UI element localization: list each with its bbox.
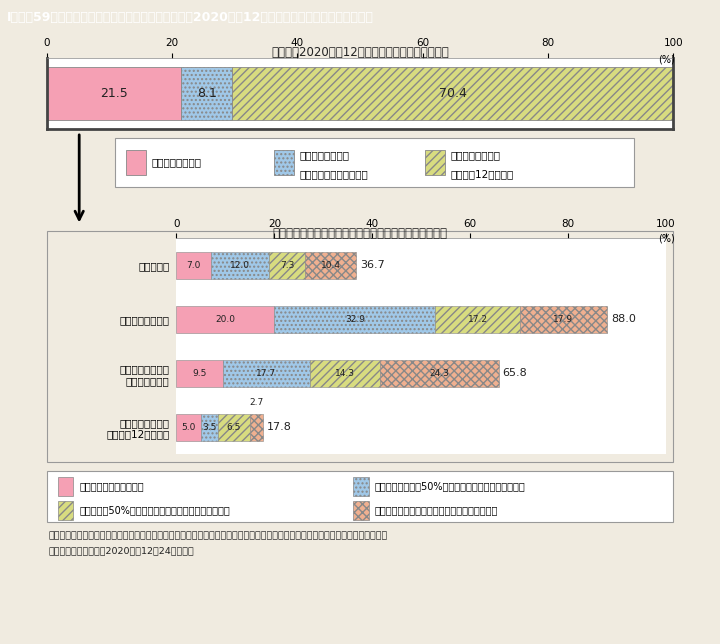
Bar (181, 67, 233, 120)
Text: 65.8: 65.8 (503, 368, 527, 378)
Text: （５月は実施していた）: （５月は実施していた） (300, 169, 368, 179)
Bar (176, 359, 223, 386)
Text: I－特－59図　今後のテレワーク実施希望（令和２（2020）年12月時点のテレワーク実施状況別）: I－特－59図 今後のテレワーク実施希望（令和２（2020）年12月時点のテレワ… (7, 11, 374, 24)
Text: 8.1: 8.1 (197, 87, 217, 100)
Text: 7.0: 7.0 (186, 261, 201, 270)
Bar (310, 359, 379, 386)
Text: (%): (%) (659, 233, 675, 243)
Text: 17.9: 17.9 (554, 315, 574, 324)
Text: 17.8: 17.8 (267, 422, 292, 432)
Bar (176, 306, 274, 333)
Text: 3.5: 3.5 (202, 422, 217, 431)
Text: 完全にテレワークを希望: 完全にテレワークを希望 (79, 482, 144, 491)
Text: 88.0: 88.0 (611, 314, 636, 324)
Bar (305, 252, 356, 279)
Text: 32.9: 32.9 (345, 315, 365, 324)
Text: 令和２（2020）年12月時点のテレワーク実施状況: 令和２（2020）年12月時点のテレワーク実施状況 (271, 46, 449, 59)
Text: 36.7: 36.7 (360, 260, 384, 270)
Text: 24.3: 24.3 (429, 368, 449, 377)
Bar (379, 359, 498, 386)
Text: 2.7: 2.7 (249, 397, 264, 406)
Bar (201, 413, 218, 440)
Text: テレワーク中心（50%以上）で，定期的に出勤を希望: テレワーク中心（50%以上）で，定期的に出勤を希望 (374, 482, 525, 491)
Text: 9.5: 9.5 (192, 368, 207, 377)
Text: 70.4: 70.4 (438, 87, 467, 100)
Bar (211, 252, 269, 279)
Text: 5.0: 5.0 (181, 422, 196, 431)
Bar (520, 306, 607, 333)
Text: ２．令和２（2020）年12月24日公表。: ２．令和２（2020）年12月24日公表。 (49, 546, 194, 555)
Text: 出勤中心（50%以上）で，定期的にテレワークを希望: 出勤中心（50%以上）で，定期的にテレワークを希望 (79, 506, 230, 516)
Bar (250, 413, 263, 440)
Bar (176, 413, 201, 440)
Text: 14.3: 14.3 (335, 368, 354, 377)
Text: 20.0: 20.0 (215, 315, 235, 324)
Text: (%): (%) (659, 55, 675, 65)
Bar (269, 252, 305, 279)
Text: 基本的に出勤だが，不定期にテレワークを希望: 基本的に出勤だが，不定期にテレワークを希望 (374, 506, 498, 516)
Text: 17.7: 17.7 (256, 368, 276, 377)
Bar (223, 359, 310, 386)
Text: 6.5: 6.5 (227, 422, 241, 431)
Bar (47, 67, 181, 120)
Text: テレワーク中止者: テレワーク中止者 (300, 150, 349, 160)
Bar (176, 252, 211, 279)
Text: （５月・12月時点）: （５月・12月時点） (451, 169, 514, 179)
Bar (436, 306, 520, 333)
Text: 17.2: 17.2 (467, 315, 487, 324)
Text: テレワーク実施者: テレワーク実施者 (152, 158, 202, 167)
Text: 7.3: 7.3 (280, 261, 294, 270)
Bar (233, 67, 673, 120)
Text: 今後のテレワーク実施希望（テレワークの継続状況別）: 今後のテレワーク実施希望（テレワークの継続状況別） (272, 227, 448, 240)
Text: 21.5: 21.5 (100, 87, 128, 100)
Text: 12.0: 12.0 (230, 261, 250, 270)
Bar (274, 306, 436, 333)
Bar (218, 413, 250, 440)
Text: 10.4: 10.4 (320, 261, 341, 270)
Text: （備考）１．内閣府「第２回　新型コロナウイルス感染症の影響下における生活意識・行動の変化に関する調査」より引用・作成。: （備考）１．内閣府「第２回 新型コロナウイルス感染症の影響下における生活意識・行… (49, 531, 388, 540)
Text: テレワーク不実施: テレワーク不実施 (451, 150, 500, 160)
